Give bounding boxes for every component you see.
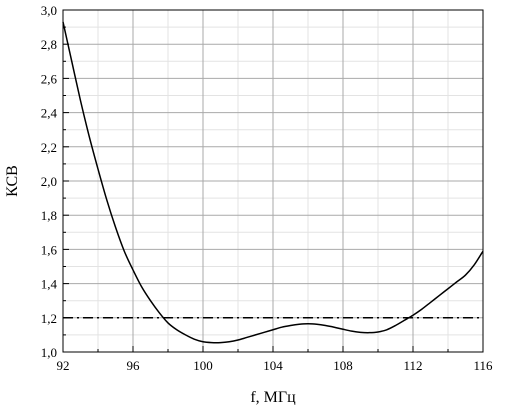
- x-tick-label: 112: [403, 358, 422, 373]
- vswr-curve: [62, 21, 484, 344]
- x-tick-label: 96: [127, 358, 141, 373]
- y-tick-label: 2,4: [41, 106, 58, 121]
- y-tick-label: 1,0: [41, 345, 57, 360]
- y-tick-label: 2,6: [41, 71, 58, 86]
- y-tick-label: 1,6: [41, 242, 58, 257]
- x-tick-label: 116: [473, 358, 493, 373]
- axis-ticks: [62, 9, 484, 353]
- y-tick-label: 1,4: [41, 277, 58, 292]
- y-tick-label: 2,2: [41, 140, 57, 155]
- x-tick-label: 104: [263, 358, 283, 373]
- y-axis-title: КСВ: [4, 165, 21, 197]
- x-tick-label: 108: [333, 358, 353, 373]
- y-tick-label: 1,2: [41, 311, 57, 326]
- x-axis-title: f, МГц: [250, 389, 296, 406]
- grid: [63, 10, 483, 352]
- y-tick-label: 2,0: [41, 174, 57, 189]
- y-tick-label: 1,8: [41, 208, 57, 223]
- tick-labels: 92 96 100 104 108 112 116 1,0 1,2 1,4 1,6 1,8 2,0 2,2…: [41, 3, 493, 373]
- y-tick-label: 3,0: [41, 3, 57, 18]
- x-tick-label: 100: [193, 358, 213, 373]
- x-tick-label: 92: [57, 358, 70, 373]
- y-tick-label: 2,8: [41, 37, 57, 52]
- series-group: [62, 21, 484, 344]
